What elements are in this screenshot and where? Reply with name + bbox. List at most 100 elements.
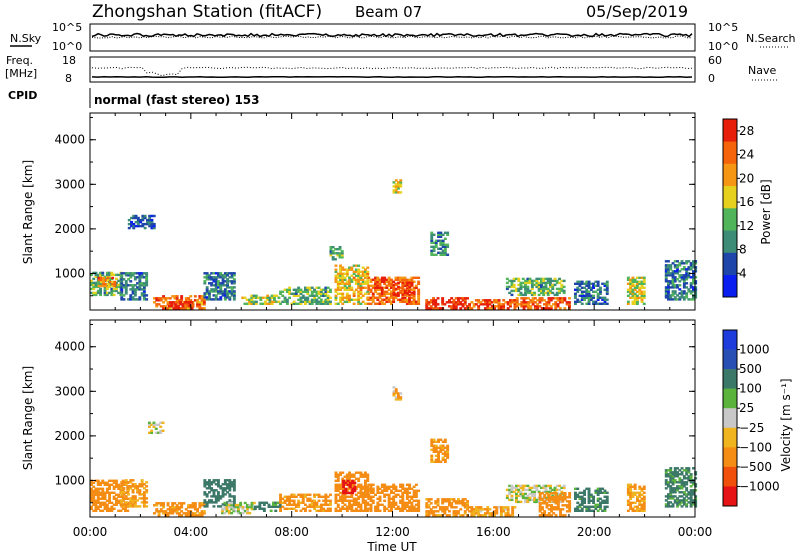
power-cell xyxy=(527,305,530,308)
velocity-cell xyxy=(217,505,220,508)
velocity-patch xyxy=(153,502,206,517)
power-cell xyxy=(122,294,126,297)
velocity-cell xyxy=(587,487,591,490)
power-cell xyxy=(583,298,586,301)
power-cell xyxy=(322,288,326,291)
velocity-cell xyxy=(638,501,642,504)
velocity-cell xyxy=(120,491,124,494)
power-cell xyxy=(673,292,677,295)
power-cell xyxy=(425,299,429,302)
velocity-cell xyxy=(136,499,139,502)
velocity-cell xyxy=(230,511,234,515)
velocity-cell xyxy=(678,495,682,498)
velocity-cell xyxy=(445,498,449,501)
velocity-cell xyxy=(542,486,546,490)
velocity-cell xyxy=(367,503,371,506)
power-cell xyxy=(526,289,530,293)
velocity-cell xyxy=(528,498,532,502)
power-cell xyxy=(205,296,209,299)
velocity-cell xyxy=(568,506,572,509)
velocity-cell xyxy=(129,479,133,482)
power-cell xyxy=(689,298,693,301)
power-cell xyxy=(130,222,133,226)
velocity-cell xyxy=(403,491,407,494)
power-cell xyxy=(515,305,519,308)
velocity-cell xyxy=(412,485,416,488)
power-cell xyxy=(546,279,550,283)
velocity-cell xyxy=(441,440,445,443)
power-cell xyxy=(452,303,456,306)
power-cell xyxy=(558,297,562,300)
velocity-cell xyxy=(517,484,521,488)
power-patch xyxy=(279,286,332,305)
velocity-cell xyxy=(124,505,128,508)
velocity-cell xyxy=(689,493,693,496)
power-cell xyxy=(528,291,532,295)
velocity-cell xyxy=(345,489,349,492)
power-cell xyxy=(124,274,128,277)
power-cell xyxy=(680,296,684,299)
power-cell xyxy=(682,280,686,283)
power-cell xyxy=(636,276,639,279)
velocity-cell xyxy=(310,499,314,502)
power-cell xyxy=(317,292,321,295)
power-cell xyxy=(390,286,393,289)
velocity-cell xyxy=(685,493,689,496)
power-cell xyxy=(374,276,377,279)
power-cell xyxy=(350,280,354,283)
velocity-cell xyxy=(669,497,673,500)
velocity-cell xyxy=(221,491,225,494)
velocity-cell xyxy=(133,497,137,500)
power-cell xyxy=(626,302,630,305)
power-cell xyxy=(129,276,133,279)
power-cell xyxy=(405,300,409,303)
velocity-cell xyxy=(157,514,161,517)
velocity-cell xyxy=(103,481,107,484)
power-cell xyxy=(587,302,591,305)
velocity-cell xyxy=(361,509,365,512)
power-cell xyxy=(474,299,478,302)
power-cell xyxy=(232,282,236,285)
power-cell xyxy=(336,254,340,257)
y-tick-label: 4000 xyxy=(54,133,85,147)
velocity-cell xyxy=(486,506,490,509)
velocity-cell xyxy=(437,440,440,443)
power-cell xyxy=(310,290,314,293)
velocity-cell xyxy=(299,509,303,512)
power-cell xyxy=(441,251,445,254)
power-cell xyxy=(357,302,361,305)
power-cell xyxy=(352,278,356,281)
velocity-cell xyxy=(339,473,342,476)
power-cell xyxy=(136,218,140,222)
power-cell xyxy=(383,290,387,293)
power-cell xyxy=(101,271,105,275)
velocity-cell xyxy=(589,495,593,498)
power-cell xyxy=(352,292,356,295)
velocity-cell xyxy=(175,508,179,511)
velocity-cell xyxy=(212,489,216,492)
velocity-cell xyxy=(561,508,565,511)
power-cell xyxy=(183,303,187,306)
velocity-cell xyxy=(387,509,391,512)
power-cell xyxy=(380,300,384,303)
velocity-cell xyxy=(142,483,146,486)
power-cell xyxy=(642,278,646,281)
velocity-cell xyxy=(528,492,532,496)
power-cell xyxy=(403,300,407,303)
velocity-cell xyxy=(315,501,319,504)
velocity-cell xyxy=(443,508,447,511)
velocity-cell xyxy=(357,483,361,486)
power-cell xyxy=(145,278,149,281)
velocity-cell xyxy=(217,479,220,482)
velocity-cell xyxy=(173,508,177,511)
velocity-cell xyxy=(315,505,319,508)
power-cell xyxy=(545,307,549,310)
power-cell xyxy=(430,233,434,236)
velocity-cell xyxy=(361,495,365,498)
power-cell xyxy=(174,307,178,310)
power-cell xyxy=(285,300,289,303)
velocity-cell xyxy=(127,487,130,490)
velocity-cell xyxy=(366,477,370,480)
velocity-cell xyxy=(427,514,431,517)
